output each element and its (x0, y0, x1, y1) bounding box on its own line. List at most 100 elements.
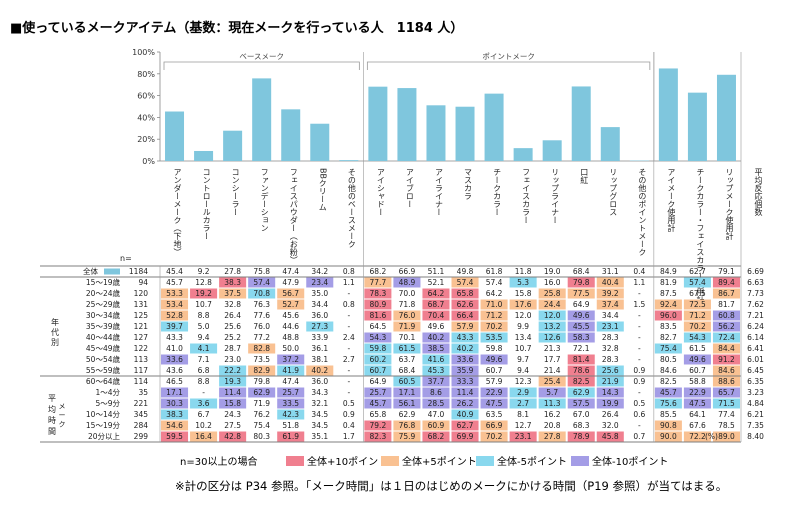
table-cell: 57.5 (573, 399, 590, 408)
table-cell: 25.6 (602, 366, 619, 375)
table-cell: 70.0 (399, 289, 416, 298)
row-label: 45～49歳 (86, 343, 121, 353)
table-cell: 36.1 (311, 344, 328, 353)
table-cell: 59.5 (166, 432, 183, 441)
table-cell: 8.8 (198, 311, 210, 320)
row-n: 127 (134, 333, 149, 342)
table-cell: - (638, 289, 641, 298)
table-row: 15～19分 284 54.6 10.2 27.5 75.4 51.8 34.5 0.4 79.2… (86, 420, 764, 431)
table-cell: 36.0 (311, 311, 328, 320)
table-cell: 38.3 (224, 278, 241, 287)
table-cell: 80.5 (660, 355, 677, 364)
bar-14 (571, 86, 591, 161)
table-cell: 0.5 (633, 399, 645, 408)
svg-text:均: 均 (48, 404, 56, 414)
table-cell: 70.8 (253, 289, 270, 298)
unit-label: (%) (705, 432, 718, 441)
table-cell: 49.6 (486, 355, 503, 364)
table-cell: 45.7 (660, 388, 677, 397)
table-cell: 68.4 (573, 267, 590, 276)
bar-1 (194, 150, 214, 161)
table-cell: 62.9 (573, 388, 590, 397)
table-cell: 57.9 (486, 377, 503, 386)
table-cell: 45.8 (602, 432, 619, 441)
table-cell: 72.5 (689, 300, 706, 309)
table-cell: - (347, 344, 350, 353)
table-cell: 2.9 (517, 388, 529, 397)
table-cell: 84.4 (718, 344, 735, 353)
table-cell: 37.5 (224, 289, 241, 298)
bars (165, 68, 736, 161)
legend-item: 全体-10ポイント (571, 455, 668, 468)
table-cell: 16.2 (544, 410, 561, 419)
table-cell: 75.4 (253, 421, 270, 430)
bar-8 (397, 88, 417, 161)
row-n: 120 (134, 289, 149, 298)
row-n: 35 (138, 388, 148, 397)
table-cell: 68.2 (428, 432, 445, 441)
table-cell: 6.41 (747, 344, 764, 353)
table-cell: 57.4 (457, 278, 474, 287)
table-cell: 82.7 (660, 333, 677, 342)
table-cell: 26.4 (602, 410, 619, 419)
table-cell: 76.0 (253, 322, 270, 331)
table-cell: 34.4 (311, 300, 328, 309)
row-label: 35～39歳 (86, 321, 121, 331)
table-cell: 9.4 (198, 333, 210, 342)
table-cell: 15.8 (224, 399, 241, 408)
category-label-7: アイシャドー (376, 168, 385, 216)
table-cell: 45.5 (573, 322, 590, 331)
table-cell: 69.9 (457, 432, 474, 441)
table-cell: 0.4 (343, 421, 355, 430)
row-label: 55～59歳 (86, 365, 121, 375)
row-n: 114 (134, 377, 149, 386)
svg-text:全体-10ポイント: 全体-10ポイント (592, 455, 668, 468)
table-cell: 82.8 (253, 344, 270, 353)
table-cell: 57.9 (457, 322, 474, 331)
table-cell: - (347, 377, 350, 386)
table-cell: 70.1 (399, 333, 416, 342)
table-cell: 59.8 (486, 344, 503, 353)
table-cell: 70.4 (428, 311, 445, 320)
table-row: 20分以上 299 59.5 16.4 42.8 80.3 61.9 35.1 1.7 82.3 7… (88, 431, 764, 442)
table-cell: - (347, 366, 350, 375)
table-cell: 68.4 (399, 366, 416, 375)
table-row: 60～64歳 114 46.5 8.8 19.3 79.8 47.4 36.0 - 64.9 60.… (86, 376, 764, 387)
table-cell: 62.9 (253, 388, 270, 397)
category-label-15: リップグロス (609, 168, 618, 216)
table-cell: 61.8 (486, 267, 503, 276)
table-cell: 22.9 (689, 388, 706, 397)
table-cell: 41.6 (428, 355, 445, 364)
table-cell: 37.2 (282, 355, 299, 364)
table-cell: 77.4 (718, 410, 735, 419)
table-cell: 6.14 (747, 333, 764, 342)
table-cell: 52.1 (428, 278, 445, 287)
table-cell: 66.9 (486, 421, 503, 430)
table-cell: 66.4 (457, 311, 474, 320)
table-cell: 1.5 (633, 300, 645, 309)
table-cell: 58.8 (689, 377, 706, 386)
table-cell: 28.5 (428, 399, 445, 408)
n-label: n= (120, 254, 132, 263)
table-cell: 11.4 (457, 388, 474, 397)
table-cell: 79.8 (253, 377, 270, 386)
bar-9 (426, 105, 446, 161)
svg-text:全体+10ポイント: 全体+10ポイント (307, 455, 388, 468)
table-cell: 59.8 (370, 344, 387, 353)
table-cell: 38.3 (166, 410, 183, 419)
bar-2 (223, 130, 243, 161)
table-cell: - (638, 344, 641, 353)
table-cell: 71.8 (399, 300, 416, 309)
table-cell: 84.6 (718, 366, 735, 375)
table-cell: 89.4 (718, 278, 735, 287)
legend: n=30以上の場合 全体+10ポイント 全体+5ポイント 全体-5ポイント 全体-10ポ… (180, 455, 668, 468)
table-cell: 0.9 (343, 410, 355, 419)
table-cell: 70.2 (486, 432, 503, 441)
table-cell: 66.9 (399, 267, 416, 276)
svg-text:全体-5ポイント: 全体-5ポイント (497, 455, 567, 468)
table-cell: 63.5 (486, 410, 503, 419)
table-cell: 4.1 (198, 344, 210, 353)
table-cell: 14.3 (602, 388, 619, 397)
table-cell: 84.9 (660, 267, 677, 276)
table-cell: 72.1 (573, 344, 590, 353)
